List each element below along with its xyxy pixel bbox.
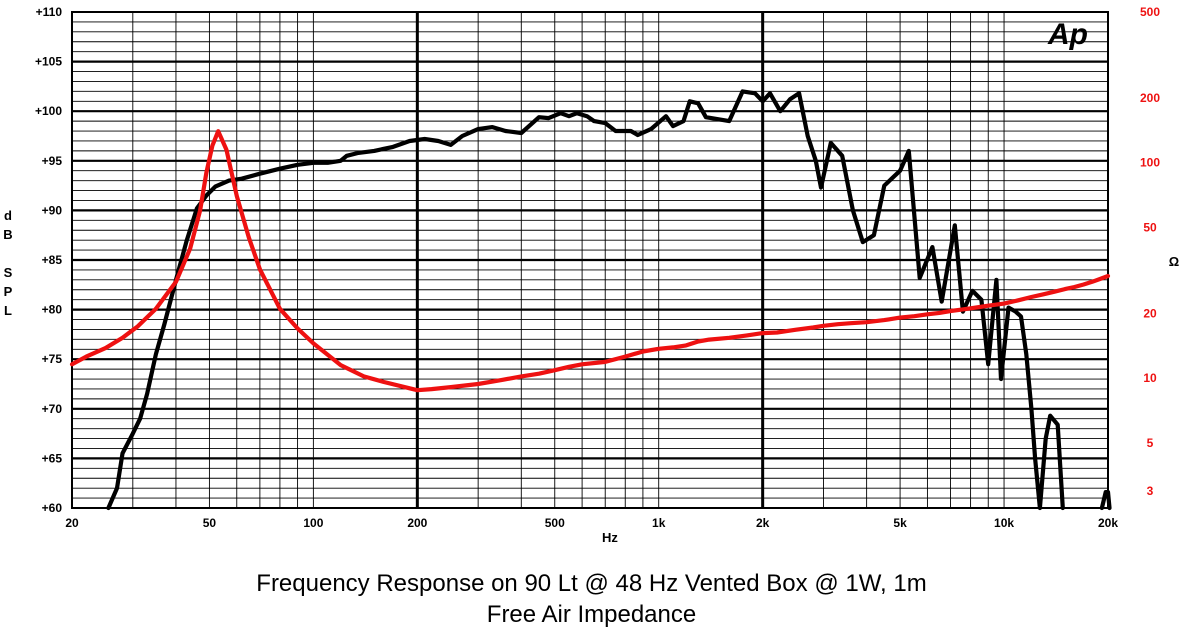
y-left-tick-label: +75 [42,352,63,366]
y-left-tick-label: +70 [42,402,63,416]
y-right-tick-label: 5 [1147,436,1154,450]
major-grid [72,12,1108,508]
y-left-tick-label: +80 [42,303,63,317]
series-layer [69,89,1112,511]
x-tick-label: 500 [545,516,565,530]
x-tick-label: 50 [203,516,217,530]
chart-caption-line-2: Free Air Impedance [486,601,697,628]
y-right-tick-label: 200 [1140,91,1160,105]
y-left-title-char: L [4,303,12,318]
right-axis-ticks: 3 5 10 20 50 100 200 500 [1140,5,1160,498]
y-left-tick-label: +110 [36,5,63,19]
y-left-tick-label: +100 [35,104,62,118]
y-left-title-char: B [3,227,12,242]
x-tick-label: 10k [994,516,1014,530]
y-left-title-char: P [4,284,13,299]
y-left-title-char: d [4,208,12,223]
y-right-tick-label: 100 [1140,156,1160,170]
x-tick-label: 200 [407,516,427,530]
left-axis-ticks: +60 +65 +70 +75 +80 +85 +90 +95 +100 +105 +110 [35,5,62,515]
y-left-tick-label: +90 [42,203,63,217]
y-left-axis-title: dB SPL [3,208,12,318]
y-right-axis-title: Ω [1169,254,1179,269]
y-left-tick-label: +85 [42,253,63,267]
x-tick-label: 20k [1098,516,1118,530]
x-axis-title: Hz [602,530,618,545]
y-right-tick-label: 50 [1143,221,1157,235]
y-right-tick-label: 20 [1143,306,1157,320]
x-tick-label: 1k [652,516,666,530]
y-left-tick-label: +60 [42,501,63,515]
plot-frame [71,11,1109,509]
y-left-tick-label: +65 [42,451,63,465]
y-left-tick-label: +95 [42,154,63,168]
x-tick-label: 100 [303,516,323,530]
x-tick-label: 2k [756,516,770,530]
x-axis-ticks: 20 50 100 200 500 1k 2k 5k 10k 20k [65,516,1118,530]
ap-logo: Ap [1047,18,1088,51]
impedance-curve-2 [69,129,1111,393]
frequency-response-chart: +60 +65 +70 +75 +80 +85 +90 +95 +100 +105 +110 3 5 1… [3,5,1179,545]
y-right-tick-label: 500 [1140,5,1160,19]
chart-caption-line-1: Frequency Response on 90 Lt @ 48 Hz Vent… [256,570,927,597]
spl-curve-1 [1099,490,1112,511]
x-tick-label: 20 [65,516,79,530]
y-left-tick-label: +105 [35,55,62,69]
spl-curve-0 [106,89,1065,511]
y-right-tick-label: 3 [1147,484,1154,498]
y-right-tick-label: 10 [1143,371,1157,385]
y-left-title-char: S [4,265,13,280]
x-tick-label: 5k [893,516,907,530]
